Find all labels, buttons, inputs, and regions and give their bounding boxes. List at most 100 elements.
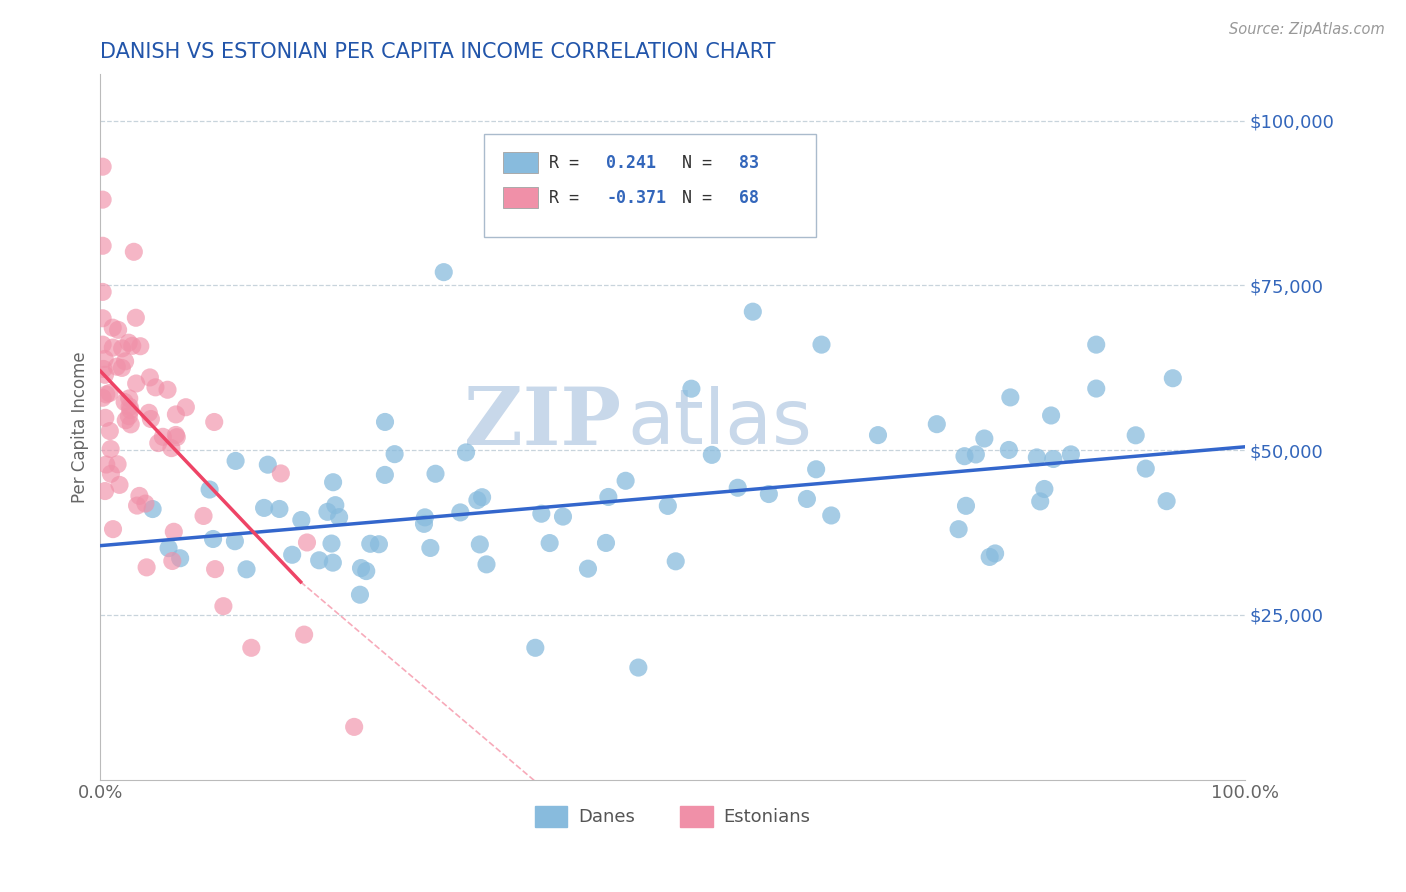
Point — [866, 428, 889, 442]
Point — [202, 415, 225, 429]
Point — [129, 339, 152, 353]
Point — [114, 354, 136, 368]
Point — [1040, 409, 1063, 423]
Point — [292, 627, 315, 641]
Point — [224, 534, 246, 549]
Point — [316, 505, 339, 519]
Bar — [503, 152, 537, 173]
Point — [384, 447, 406, 461]
Point — [308, 553, 330, 567]
Point — [475, 558, 498, 572]
Point — [614, 474, 637, 488]
Point — [152, 430, 174, 444]
Point — [193, 508, 215, 523]
Point — [321, 536, 343, 550]
Point — [681, 382, 703, 396]
Point — [138, 406, 160, 420]
Point — [538, 536, 561, 550]
Text: DANISH VS ESTONIAN PER CAPITA INCOME CORRELATION CHART: DANISH VS ESTONIAN PER CAPITA INCOME COR… — [100, 42, 776, 62]
Point — [810, 337, 832, 351]
Point — [270, 467, 292, 481]
Point — [98, 424, 121, 438]
Point — [354, 564, 377, 578]
Text: N =: N = — [682, 153, 721, 171]
Point — [235, 562, 257, 576]
Text: 83: 83 — [740, 153, 759, 171]
Point — [524, 640, 547, 655]
Point — [665, 554, 688, 568]
Point — [156, 383, 179, 397]
Y-axis label: Per Capita Income: Per Capita Income — [72, 351, 89, 503]
Point — [374, 415, 396, 429]
Point — [1000, 391, 1022, 405]
Point — [359, 537, 381, 551]
Point — [595, 536, 617, 550]
Point — [91, 311, 114, 326]
Point — [953, 449, 976, 463]
Point — [225, 454, 247, 468]
Text: atlas: atlas — [627, 386, 811, 460]
Point — [984, 546, 1007, 560]
Point — [925, 417, 948, 432]
Point — [96, 458, 118, 472]
Point — [202, 532, 225, 546]
Point — [105, 359, 128, 374]
Point — [91, 239, 114, 253]
Point — [96, 387, 118, 401]
Text: ZIP: ZIP — [464, 384, 621, 462]
Point — [212, 599, 235, 614]
Point — [118, 392, 141, 406]
Point — [468, 537, 491, 551]
Point — [93, 362, 115, 376]
Bar — [503, 187, 537, 209]
Point — [1125, 428, 1147, 442]
Point — [1029, 494, 1052, 508]
Point — [965, 447, 987, 461]
Point — [108, 478, 131, 492]
Point — [94, 484, 117, 499]
Point — [122, 244, 145, 259]
Text: R =: R = — [550, 153, 589, 171]
Point — [93, 351, 115, 366]
Point — [979, 549, 1001, 564]
Point — [100, 467, 122, 481]
Point — [165, 428, 187, 442]
Point — [118, 335, 141, 350]
Point — [120, 417, 142, 432]
Point — [323, 498, 346, 512]
Point — [368, 537, 391, 551]
Point — [256, 458, 278, 472]
Point — [1161, 371, 1184, 385]
Point — [627, 660, 650, 674]
Point — [101, 341, 124, 355]
Point — [419, 541, 441, 555]
Point — [350, 561, 373, 575]
Point — [295, 535, 318, 549]
Point — [142, 502, 165, 516]
Point — [973, 432, 995, 446]
FancyBboxPatch shape — [484, 135, 815, 236]
Point — [1060, 447, 1083, 461]
Point — [125, 310, 148, 325]
Point — [101, 522, 124, 536]
Point — [467, 493, 489, 508]
Point — [145, 380, 167, 394]
Point — [700, 448, 723, 462]
Text: R =: R = — [550, 189, 589, 207]
Point — [425, 467, 447, 481]
Text: 0.241: 0.241 — [606, 153, 657, 171]
Point — [100, 442, 122, 456]
Text: 68: 68 — [740, 189, 759, 207]
Point — [328, 510, 350, 524]
Point — [114, 413, 136, 427]
Point — [1033, 482, 1056, 496]
Point — [169, 551, 191, 566]
Point — [290, 513, 312, 527]
Point — [322, 475, 344, 490]
Point — [91, 193, 114, 207]
Point — [118, 400, 141, 414]
Point — [804, 462, 827, 476]
Point — [101, 320, 124, 334]
Point — [120, 403, 142, 417]
Point — [111, 360, 134, 375]
